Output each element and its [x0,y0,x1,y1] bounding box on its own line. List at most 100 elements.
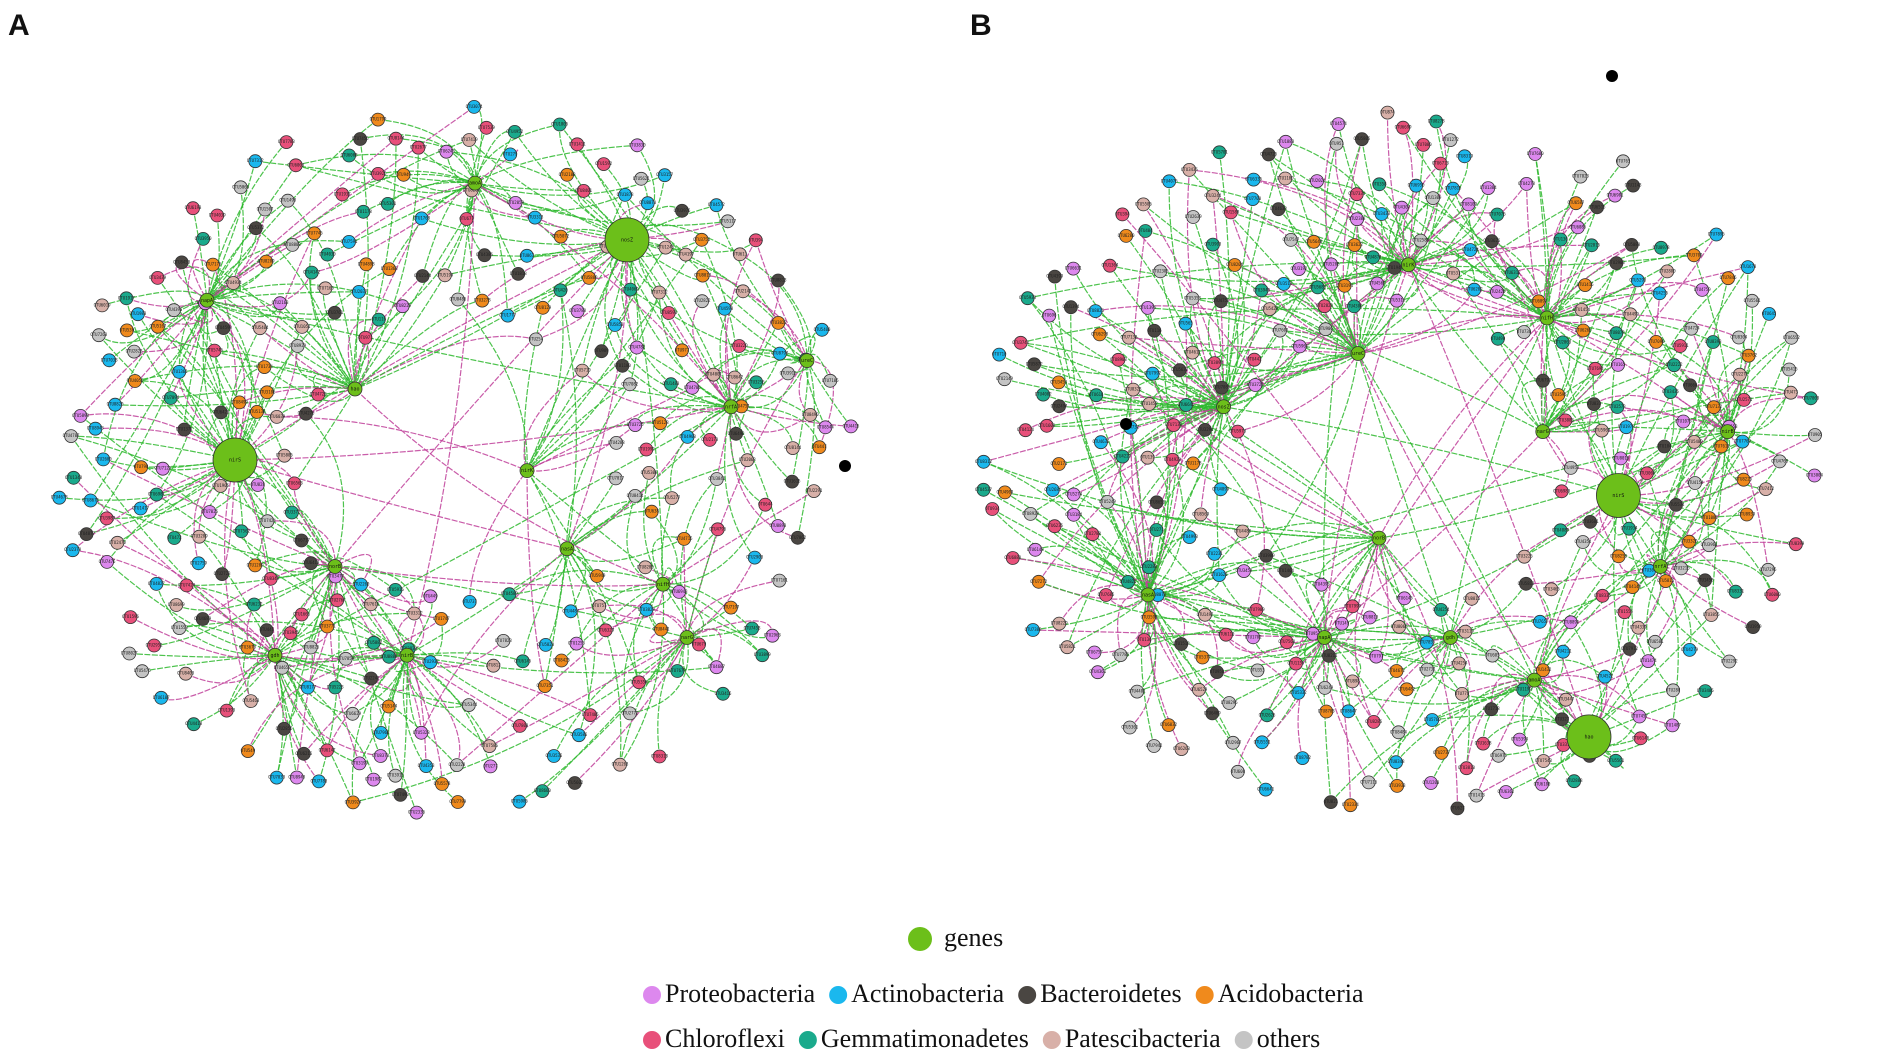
otu-node [435,777,449,791]
network-edge [1038,581,1149,600]
otu-node-label: OTU7476 [99,559,116,564]
network-edge [274,647,313,671]
network-edge [1357,207,1403,354]
network-edge [526,470,546,687]
otu-node [807,484,821,499]
otu-node-label: OTU3989 [1258,553,1275,558]
otu-node-label: OTU4522 [1596,674,1613,679]
otu-node [1140,450,1155,465]
network-edge [1449,521,1591,638]
otu-node-label: OTU1768 [413,215,430,220]
otu-node [512,794,527,809]
network-edge [1534,679,1568,746]
network-edge [264,366,356,402]
otu-node [1279,635,1294,650]
otu-node [1361,775,1376,790]
otu-node [1399,682,1414,697]
network-edge [1407,264,1544,433]
otu-node-label: OTU3216 [1673,565,1690,570]
otu-node [609,435,624,450]
otu-node-label: OTU6000 [1764,592,1781,597]
otu-node-label: OTU5805 [1353,136,1370,141]
otu-node-label: OTU1734 [256,364,273,369]
otu-node [128,374,142,388]
otu-node-label: OTU7033 [101,357,118,362]
otu-node-label: OTU1678 [1739,264,1756,269]
network-edge [1147,307,1170,596]
otu-node-label: OTU1621 [1211,572,1228,577]
otu-node [83,493,98,508]
otu-node [1490,284,1504,299]
network-edge [1650,531,1690,567]
network-edge [1395,636,1451,672]
otu-node-label: OTU4706 [684,385,701,390]
network-edge [206,291,359,301]
otu-node-label: OTU4353 [418,763,435,768]
otu-node-label: OTU7129 [154,466,171,471]
network-edge [421,217,628,246]
otu-node-label: OTU3074 [466,104,483,109]
otu-node-label: OTU6298 [1091,331,1108,336]
otu-node-label: OTU6148 [1027,547,1044,552]
otu-node [1255,735,1269,750]
network-edge [652,536,685,585]
otu-node [1569,196,1583,211]
otu-node [1630,273,1645,288]
otu-node [393,788,408,802]
network-edge [1052,406,1224,491]
otu-node-label: OTU1363 [381,266,398,271]
otu-node [450,795,465,809]
network-edge [1038,581,1451,641]
otu-node [280,193,295,208]
otu-node [289,770,304,785]
otu-node-label: OTU5938 [1019,295,1036,300]
otu-node [1450,801,1465,816]
otu-node-label: OTU1638 [1475,741,1492,746]
network-edge [599,584,664,619]
otu-node [1153,264,1168,279]
network-edge [629,637,689,714]
otu-node [528,210,542,225]
network-edge [1223,330,1284,408]
otu-node-label: OTU447 [812,444,827,449]
otu-node [243,694,258,708]
otu-node [1122,720,1137,735]
otu-node-label: OTU1100 [1277,176,1294,181]
gene-node-label: nirK [521,468,533,474]
otu-node [1683,378,1697,393]
otu-node-label: OTU710 [992,352,1007,357]
network-edge [1533,660,1649,695]
otu-node-label: OTU2271 [1731,372,1748,377]
otu-node-label: OTU4934 [225,280,242,285]
otu-node-label: OTU7823 [495,638,512,643]
otu-node [213,478,228,493]
otu-node [1512,732,1527,747]
otu-node-label: OTU2292 [1721,659,1738,664]
network-edge [1402,127,1414,265]
legend-swatch [829,986,848,1004]
otu-node-label: OTU4211 [1555,649,1572,654]
network-edge [1342,139,1363,354]
network-edge [1323,609,1371,638]
network-edge [198,536,276,656]
network-edge [805,360,826,428]
network-edge [739,253,808,361]
network-edge [1373,637,1451,723]
otu-node [1394,200,1409,215]
network-edge [1230,212,1359,355]
otu-node-label: OTU3945 [282,630,299,635]
otu-node [1567,774,1581,789]
otu-node-label: OTU1777 [499,313,516,318]
network-edge [206,119,379,301]
network-edge [730,406,811,433]
otu-node [1198,422,1212,437]
otu-node-label: OTU8425 [553,658,570,663]
otu-node-label: OTU288 [1666,687,1681,692]
otu-node [102,353,117,368]
otu-node [172,364,187,379]
otu-node-label: OTU3933 [1389,783,1406,788]
network-edge [1490,673,1535,710]
otu-node-label: OTU7657 [1532,619,1549,624]
network-edge [983,489,1149,596]
otu-node-label: OTU8331 [1727,589,1744,594]
